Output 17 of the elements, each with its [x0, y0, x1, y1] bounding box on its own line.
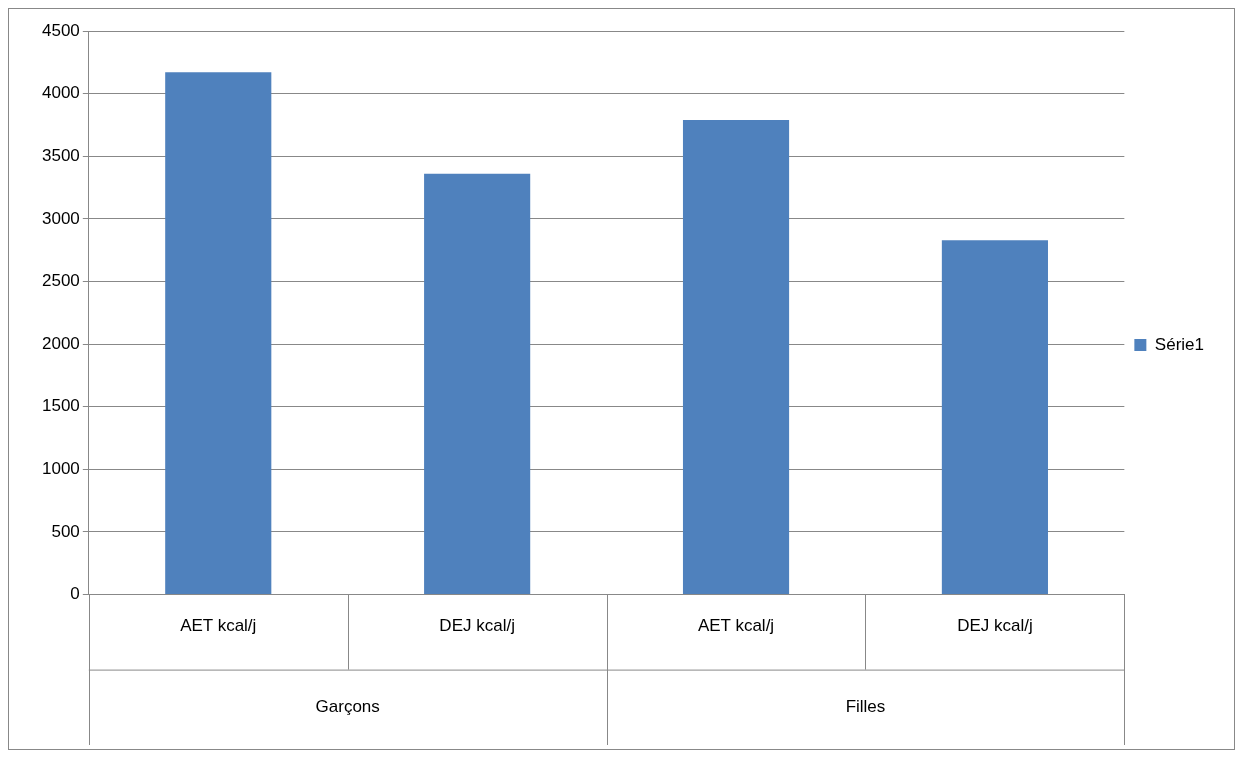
x-tick-label: AET kcal/j [180, 616, 257, 636]
y-tick-label: 3500 [41, 145, 80, 165]
y-tick-label: 4000 [41, 83, 80, 103]
y-tick-label: 2500 [41, 271, 80, 291]
text: Garçons [315, 696, 380, 716]
x-tick-label: DEJ kcal/j [957, 616, 1033, 636]
y-tick-label: 4500 [41, 20, 80, 40]
x-tick-label: AET kcal/j [697, 616, 775, 636]
y-tick-label: 3000 [41, 208, 80, 228]
y-tick-label: 0 [70, 584, 80, 604]
legend-label: Série1 [1154, 334, 1204, 354]
x-tick-label: DEJ kcal/j [439, 616, 515, 636]
y-tick-label: 1500 [41, 396, 80, 416]
y-tick-label: 500 [51, 521, 80, 541]
y-tick-label: 1000 [41, 459, 80, 479]
text: Filles [845, 696, 886, 716]
y-tick-label: 2000 [41, 333, 80, 353]
